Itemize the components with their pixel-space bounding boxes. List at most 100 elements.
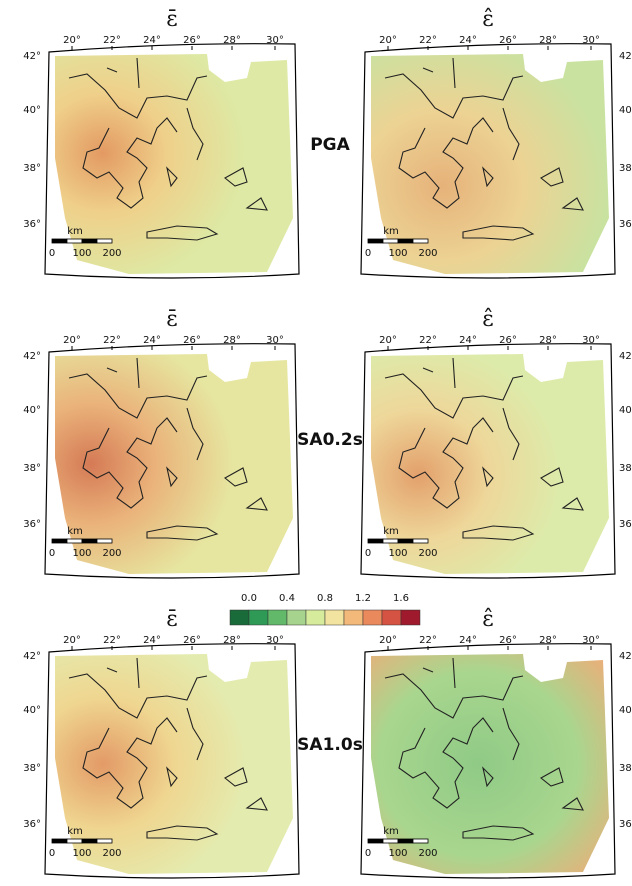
lon-label: 30° [582,635,600,646]
lat-label: 36° [619,519,632,530]
scale-bar-segment [398,239,413,243]
scale-bar-segment [368,239,383,243]
scale-bar-segment [383,239,398,243]
scale-unit: km [383,826,399,837]
lat-label: 42° [619,351,632,362]
scale-bar-segment [97,539,112,543]
lon-label: 24° [143,35,161,46]
scale-bar-segment [383,839,398,843]
lon-label: 28° [223,635,241,646]
scale-label: 100 [72,848,91,859]
colorbar-label: 0.8 [317,593,333,604]
lon-label: 30° [266,335,284,346]
lat-label: 38° [619,763,632,774]
scale-label: 200 [418,548,437,559]
scale-label: 0 [49,248,55,259]
lon-label: 22° [419,635,437,646]
lon-label: 28° [223,35,241,46]
page: ε̄ 20° 22° 24° 26° 28° 30° 42° 40° 38° 36° km 0 100 20… [0,0,632,886]
map-panel: ε̂20°22°24°26°28°30°42°40°38°36°km010020… [361,307,632,578]
scale-unit: km [67,826,83,837]
scale-label: 200 [102,848,121,859]
lon-label: 22° [419,335,437,346]
lon-label: 24° [143,635,161,646]
scale-label: 200 [418,248,437,259]
colorbar-cell [325,610,344,625]
colorbar-cell [382,610,401,625]
colorbar-cell [268,610,287,625]
map-panel: ε̂20°22°24°26°28°30°42°40°38°36°km010020… [361,7,632,278]
lat-label: 38° [23,463,41,474]
lon-label: 26° [183,35,201,46]
lon-label: 28° [223,335,241,346]
lat-label: 38° [23,763,41,774]
lon-label: 30° [582,35,600,46]
scale-bar-segment [52,839,67,843]
lon-label: 20° [63,35,81,46]
scale-label: 0 [365,248,371,259]
lon-label: 24° [459,635,477,646]
scale-label: 0 [49,848,55,859]
scale-unit: km [383,226,399,237]
lat-label: 38° [619,463,632,474]
lat-label: 42° [619,51,632,62]
lat-label: 40° [23,405,41,416]
scale-label: 0 [365,548,371,559]
panel-title: ε̄ [166,7,177,32]
lon-label: 24° [459,35,477,46]
colorbar-label: 1.2 [355,593,371,604]
scale-bar-segment [413,239,428,243]
panel-title: ε̂ [482,307,493,332]
colorbar-cell [306,610,325,625]
lon-label: 30° [266,35,284,46]
lon-label: 20° [379,635,397,646]
row-label: SA1.0s [297,735,363,755]
colorbar-label: 1.6 [393,593,409,604]
colorbar-cell [363,610,382,625]
lon-label: 24° [143,335,161,346]
colorbar-label: 0.0 [241,593,257,604]
colorbar-cell [249,610,268,625]
map-panel: ε̂20°22°24°26°28°30°42°40°38°36°km010020… [361,607,632,878]
row-label: PGA [310,135,350,155]
scale-label: 100 [388,548,407,559]
lat-label: 42° [23,351,41,362]
lat-label: 36° [23,219,41,230]
lon-label: 22° [419,35,437,46]
figure: ε̄ 20° 22° 24° 26° 28° 30° 42° 40° 38° 36° km 0 100 20… [0,0,632,886]
colorbar-cell [230,610,249,625]
lat-label: 38° [619,163,632,174]
scale-unit: km [383,526,399,537]
scale-label: 200 [418,848,437,859]
scale-bar-segment [398,539,413,543]
lat-label: 42° [619,651,632,662]
lat-label: 36° [23,519,41,530]
panel-title: ε̂ [482,607,493,632]
lon-label: 22° [103,35,121,46]
scale-label: 0 [49,548,55,559]
scale-bar-segment [97,839,112,843]
colorbar-cell [287,610,306,625]
lat-label: 40° [23,105,41,116]
scale-label: 100 [388,848,407,859]
lon-label: 26° [183,635,201,646]
scale-bar-segment [97,239,112,243]
lat-label: 42° [23,51,41,62]
scale-label: 100 [72,248,91,259]
lon-label: 20° [63,335,81,346]
scale-bar-segment [67,539,82,543]
panel-title: ε̂ [482,7,493,32]
colorbar-cell [344,610,363,625]
lat-label: 40° [23,705,41,716]
scale-bar-segment [82,239,97,243]
colorbar-cell [401,610,420,625]
lat-label: 36° [619,819,632,830]
row-label: SA0.2s [297,430,363,450]
scale-bar-segment [398,839,413,843]
colorbar-label: 0.4 [279,593,295,604]
lon-label: 28° [539,335,557,346]
lon-label: 24° [459,335,477,346]
lon-label: 20° [379,335,397,346]
